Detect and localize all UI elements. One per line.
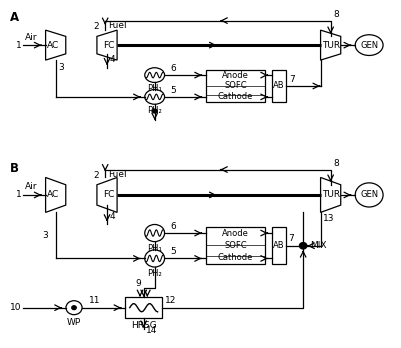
Text: 1: 1 xyxy=(16,190,22,199)
Text: Air: Air xyxy=(24,33,37,42)
Text: A: A xyxy=(10,11,19,24)
Text: FC: FC xyxy=(103,41,115,50)
Text: PH₂: PH₂ xyxy=(147,269,162,278)
Text: GEN: GEN xyxy=(360,41,378,50)
Text: 8: 8 xyxy=(334,10,339,19)
Text: Fuel: Fuel xyxy=(108,21,127,30)
Bar xyxy=(272,227,286,264)
Text: 8: 8 xyxy=(334,159,339,168)
Text: 4: 4 xyxy=(110,55,115,64)
Bar xyxy=(206,70,265,102)
Text: 7: 7 xyxy=(289,75,295,84)
Text: TUR: TUR xyxy=(322,41,340,50)
Bar xyxy=(272,70,286,102)
Text: 5: 5 xyxy=(170,86,176,95)
Text: FC: FC xyxy=(103,190,115,199)
Text: Fuel: Fuel xyxy=(108,169,127,179)
Text: PH₁: PH₁ xyxy=(147,84,162,93)
Text: 11: 11 xyxy=(89,296,100,306)
Text: 2: 2 xyxy=(93,22,99,31)
Text: TUR: TUR xyxy=(322,190,340,199)
Text: 4: 4 xyxy=(110,212,115,221)
Text: AC: AC xyxy=(47,190,59,199)
Text: 10: 10 xyxy=(10,303,22,312)
Text: 14: 14 xyxy=(146,326,157,335)
Text: Anode: Anode xyxy=(222,229,249,238)
Text: 3: 3 xyxy=(59,63,65,72)
Text: Anode: Anode xyxy=(222,71,249,80)
Text: HRSG: HRSG xyxy=(131,321,156,330)
Text: 9: 9 xyxy=(135,279,141,288)
Text: WP: WP xyxy=(67,318,81,327)
Text: GEN: GEN xyxy=(360,190,378,199)
Text: 6: 6 xyxy=(170,64,176,73)
Bar xyxy=(126,298,162,318)
Text: B: B xyxy=(10,161,19,175)
Text: SOFC: SOFC xyxy=(224,241,247,250)
Text: AB: AB xyxy=(273,81,285,90)
Text: MIX: MIX xyxy=(310,241,326,250)
Text: AC: AC xyxy=(47,41,59,50)
Text: 3: 3 xyxy=(43,231,49,240)
Text: 12: 12 xyxy=(165,296,176,306)
Text: 1: 1 xyxy=(16,41,22,50)
Text: AB: AB xyxy=(273,241,285,250)
Bar xyxy=(206,227,265,264)
Text: SOFC: SOFC xyxy=(224,81,247,90)
Text: 2: 2 xyxy=(93,171,99,180)
Text: 13: 13 xyxy=(323,214,334,223)
Text: Cathode: Cathode xyxy=(218,92,253,101)
Text: 7: 7 xyxy=(288,234,294,243)
Circle shape xyxy=(300,243,307,249)
Text: 6: 6 xyxy=(170,222,176,231)
Circle shape xyxy=(152,109,157,113)
Circle shape xyxy=(72,306,76,310)
Text: Air: Air xyxy=(24,182,37,191)
Text: PH₁: PH₁ xyxy=(147,244,162,253)
Text: Cathode: Cathode xyxy=(218,253,253,262)
Text: PH₂: PH₂ xyxy=(147,106,162,115)
Text: 5: 5 xyxy=(170,247,176,256)
